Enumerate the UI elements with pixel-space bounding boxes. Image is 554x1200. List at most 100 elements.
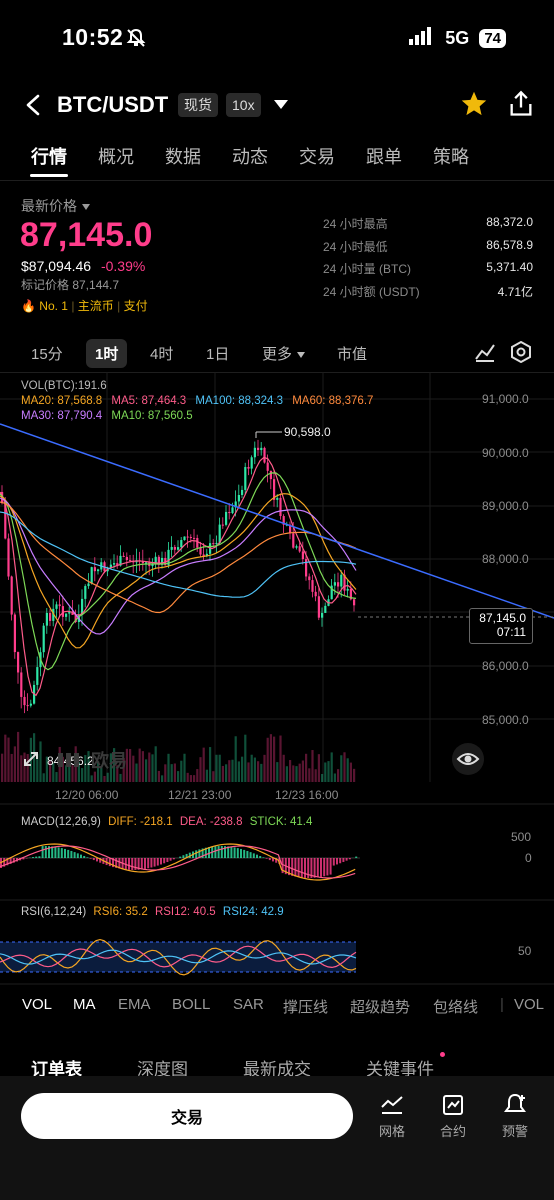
- indicator-ma[interactable]: MA: [73, 996, 96, 1013]
- candle-body: [308, 576, 311, 581]
- tab-trade[interactable]: 交易: [299, 147, 335, 167]
- interval-market-cap[interactable]: 市值: [337, 346, 368, 363]
- trend-line[interactable]: [0, 423, 554, 619]
- volume-bar: [177, 771, 180, 782]
- rsi-title: RSI(6,12,24): [21, 906, 87, 918]
- pair-dropdown-icon[interactable]: [273, 98, 289, 116]
- candle-body: [74, 614, 77, 623]
- indicator-support-resistance[interactable]: 撑压线: [283, 999, 329, 1016]
- interval-1d[interactable]: 1日: [206, 346, 230, 363]
- leverage-chip[interactable]: 10x: [226, 93, 261, 117]
- candle-body: [122, 555, 125, 557]
- candle-body: [250, 457, 253, 469]
- macd-stick: STICK: 41.4: [249, 816, 313, 828]
- volume-bar: [311, 750, 314, 782]
- latest-price-label[interactable]: 最新价格: [21, 196, 91, 216]
- volume-bar: [276, 762, 279, 782]
- last-price-tag[interactable]: 87,145.0 07:11: [469, 608, 533, 644]
- candle-body: [225, 511, 228, 525]
- volume-bar: [148, 752, 151, 782]
- payment-tag[interactable]: 支付: [123, 299, 148, 313]
- interval-15m[interactable]: 15分: [31, 346, 63, 363]
- interval-1h[interactable]: 1时: [86, 339, 128, 368]
- mainstream-tag[interactable]: 主流币: [77, 299, 114, 313]
- trade-button[interactable]: 交易: [21, 1093, 353, 1139]
- favorite-star-icon[interactable]: [460, 90, 488, 123]
- macd-bar: [278, 858, 281, 864]
- tab-data[interactable]: 数据: [165, 147, 201, 167]
- fullscreen-icon[interactable]: [22, 750, 40, 773]
- kline-chart[interactable]: [0, 372, 554, 992]
- tab-overview[interactable]: 概况: [98, 147, 134, 167]
- candle-body: [231, 507, 234, 514]
- back-arrow-icon[interactable]: [24, 94, 44, 121]
- candle-body: [260, 447, 263, 451]
- macd-bar: [32, 857, 34, 858]
- macd-bar: [38, 856, 41, 858]
- x-axis-label: 12/20 06:00: [55, 788, 119, 802]
- interval-4h[interactable]: 4时: [150, 346, 174, 363]
- macd-legend: MACD(12,26,9) DIFF: -218.1 DEA: -238.8 S…: [21, 816, 312, 828]
- candle-body: [257, 447, 260, 451]
- volume-bar: [349, 762, 352, 782]
- eye-toggle[interactable]: [452, 743, 484, 775]
- contract-button[interactable]: 合约: [429, 1093, 477, 1140]
- candle-body: [7, 538, 10, 577]
- tab-latest-trades[interactable]: 最新成交: [243, 1060, 311, 1079]
- rank-tag[interactable]: No. 1: [39, 299, 68, 313]
- tab-depth[interactable]: 深度图: [137, 1060, 188, 1079]
- tab-market[interactable]: 行情: [31, 147, 67, 167]
- tab-strategy[interactable]: 策略: [433, 147, 469, 167]
- alert-button[interactable]: 预警: [491, 1093, 539, 1140]
- chart-settings-icon[interactable]: [510, 340, 532, 368]
- price-sub-row: $87,094.46 -0.39%: [21, 258, 145, 274]
- share-icon[interactable]: [507, 90, 535, 123]
- volume-bar: [234, 736, 237, 782]
- indicator-settings-icon[interactable]: [474, 341, 496, 368]
- indicator-vol[interactable]: VOL: [22, 996, 53, 1013]
- volume-bar: [52, 762, 55, 782]
- tab-news[interactable]: 动态: [232, 147, 268, 167]
- candle-body: [93, 567, 96, 572]
- candle-body: [84, 586, 87, 599]
- tab-key-events[interactable]: 关键事件: [366, 1060, 434, 1079]
- volume-bar: [113, 748, 116, 782]
- candle-body: [343, 574, 346, 591]
- indicator-supertrend[interactable]: 超级趋势: [350, 999, 411, 1016]
- volume-bar: [7, 737, 10, 782]
- candle-body: [167, 549, 170, 566]
- pair-title[interactable]: BTC/USDT: [57, 92, 169, 117]
- indicator-vol-sub[interactable]: VOL: [514, 996, 545, 1013]
- grid-button[interactable]: 网格: [368, 1093, 416, 1140]
- volume-bar: [23, 752, 26, 782]
- rsi12-value: RSI12: 40.5: [154, 906, 216, 918]
- volume-bar: [122, 757, 125, 782]
- interval-more[interactable]: 更多: [262, 343, 306, 364]
- candle-body: [180, 540, 183, 548]
- indicator-ema[interactable]: EMA: [118, 996, 151, 1013]
- candle-body: [196, 538, 199, 548]
- macd-bar: [153, 858, 156, 867]
- candle-body: [317, 596, 320, 618]
- candle-body: [151, 563, 154, 567]
- candle-body: [305, 559, 308, 577]
- volume-bar: [343, 752, 346, 782]
- volume-bar: [154, 746, 157, 782]
- indicator-boll[interactable]: BOLL: [172, 996, 211, 1013]
- volume-bar: [250, 754, 253, 782]
- rsi-lines: [0, 938, 357, 976]
- volume-bar: [279, 735, 282, 782]
- macd-line: [0, 843, 356, 881]
- macd-bar: [99, 858, 102, 863]
- indicator-sar[interactable]: SAR: [233, 996, 264, 1013]
- indicator-envelope[interactable]: 包络线: [433, 999, 479, 1016]
- macd-bar: [179, 856, 182, 858]
- tab-copy[interactable]: 跟单: [366, 147, 402, 167]
- volume-bar: [247, 762, 250, 782]
- market-type-chip[interactable]: 现货: [178, 93, 218, 117]
- volume-bar: [132, 755, 135, 782]
- tab-order-book[interactable]: 订单表: [31, 1060, 82, 1079]
- candle-body: [234, 501, 237, 508]
- candle-body: [157, 556, 160, 565]
- macd-bar: [355, 856, 358, 858]
